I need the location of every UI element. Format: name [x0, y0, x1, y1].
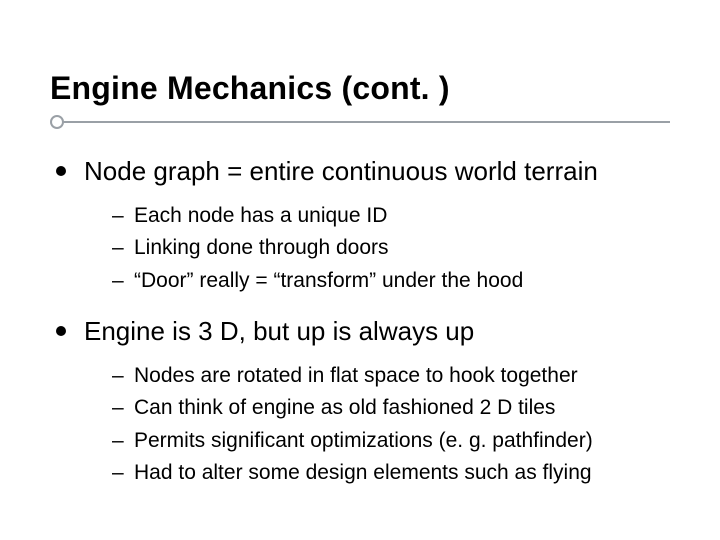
- sub-bullet-text: Had to alter some design elements such a…: [134, 461, 592, 484]
- slide: Engine Mechanics (cont. ) Node graph = e…: [0, 0, 720, 540]
- bullet-list: Node graph = entire continuous world ter…: [50, 155, 670, 490]
- sub-bullet-list: Nodes are rotated in flat space to hook …: [84, 360, 670, 490]
- bullet-level2: “Door” really = “transform” under the ho…: [112, 265, 670, 298]
- title-rule-dot: [50, 115, 64, 129]
- sub-bullet-text: Can think of engine as old fashioned 2 D…: [134, 396, 555, 419]
- bullet-level2: Nodes are rotated in flat space to hook …: [112, 360, 670, 393]
- bullet-level2: Had to alter some design elements such a…: [112, 457, 670, 490]
- sub-bullet-list: Each node has a unique ID Linking done t…: [84, 200, 670, 298]
- sub-bullet-text: Nodes are rotated in flat space to hook …: [134, 364, 578, 387]
- title-rule: [50, 115, 670, 129]
- sub-bullet-text: Linking done through doors: [134, 236, 389, 259]
- slide-title: Engine Mechanics (cont. ): [50, 70, 670, 107]
- bullet-level2: Can think of engine as old fashioned 2 D…: [112, 392, 670, 425]
- bullet-text: Node graph = entire continuous world ter…: [84, 156, 598, 186]
- title-rule-line: [63, 121, 670, 123]
- sub-bullet-text: Each node has a unique ID: [134, 204, 387, 227]
- bullet-text: Engine is 3 D, but up is always up: [84, 316, 474, 346]
- bullet-level1: Engine is 3 D, but up is always up Nodes…: [50, 315, 670, 490]
- bullet-level2: Linking done through doors: [112, 232, 670, 265]
- bullet-level2: Permits significant optimizations (e. g.…: [112, 425, 670, 458]
- sub-bullet-text: Permits significant optimizations (e. g.…: [134, 429, 593, 452]
- bullet-level2: Each node has a unique ID: [112, 200, 670, 233]
- bullet-level1: Node graph = entire continuous world ter…: [50, 155, 670, 297]
- sub-bullet-text: “Door” really = “transform” under the ho…: [134, 269, 523, 292]
